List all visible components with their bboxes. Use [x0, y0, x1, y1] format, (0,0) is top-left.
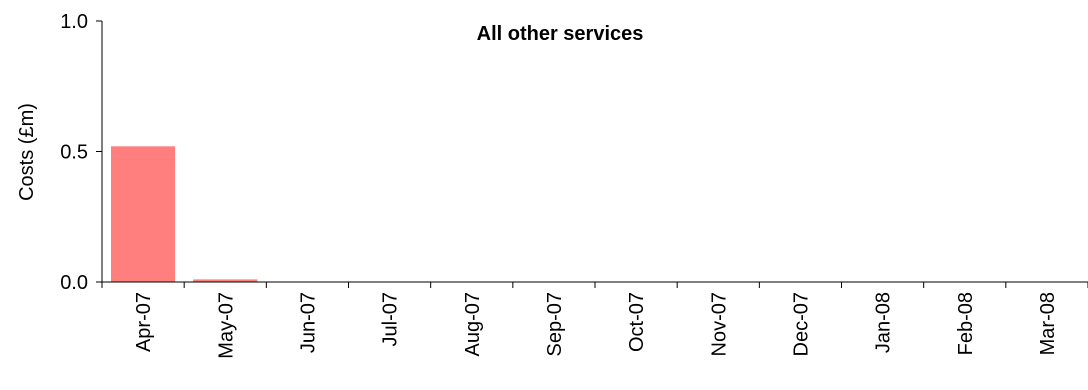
x-tick-label: Sep-07	[544, 292, 566, 357]
x-tick-label: Jul-07	[380, 292, 402, 346]
y-tick-label: 0.5	[60, 142, 88, 164]
x-tick-label: Apr-07	[133, 292, 155, 352]
x-tick-label: Dec-07	[790, 292, 812, 356]
bars-group	[111, 146, 258, 282]
x-tick-label: Aug-07	[462, 292, 484, 357]
x-tick-label: Oct-07	[626, 292, 648, 352]
x-tick-label: Nov-07	[708, 292, 730, 356]
x-tick-label: May-07	[215, 292, 237, 359]
bar-apr-07	[111, 146, 176, 282]
x-tick-label: Feb-08	[955, 292, 977, 355]
y-ticks-group: 0.0 0.5 1.0	[60, 11, 102, 294]
x-tick-label: Jan-08	[873, 292, 895, 353]
y-axis-title: Costs (£m)	[16, 103, 38, 201]
y-tick-label: 0.0	[60, 272, 88, 294]
y-tick-label: 1.0	[60, 11, 88, 33]
x-tick-label: Mar-08	[1037, 292, 1059, 355]
bar-may-07	[193, 279, 258, 282]
chart-title: All other services	[477, 23, 644, 45]
x-ticks-group: Apr-07 May-07 Jun-07 Jul-07 Aug-07 Sep-07 Oct-…	[101, 282, 1088, 359]
x-tick-label: Jun-07	[297, 292, 319, 353]
